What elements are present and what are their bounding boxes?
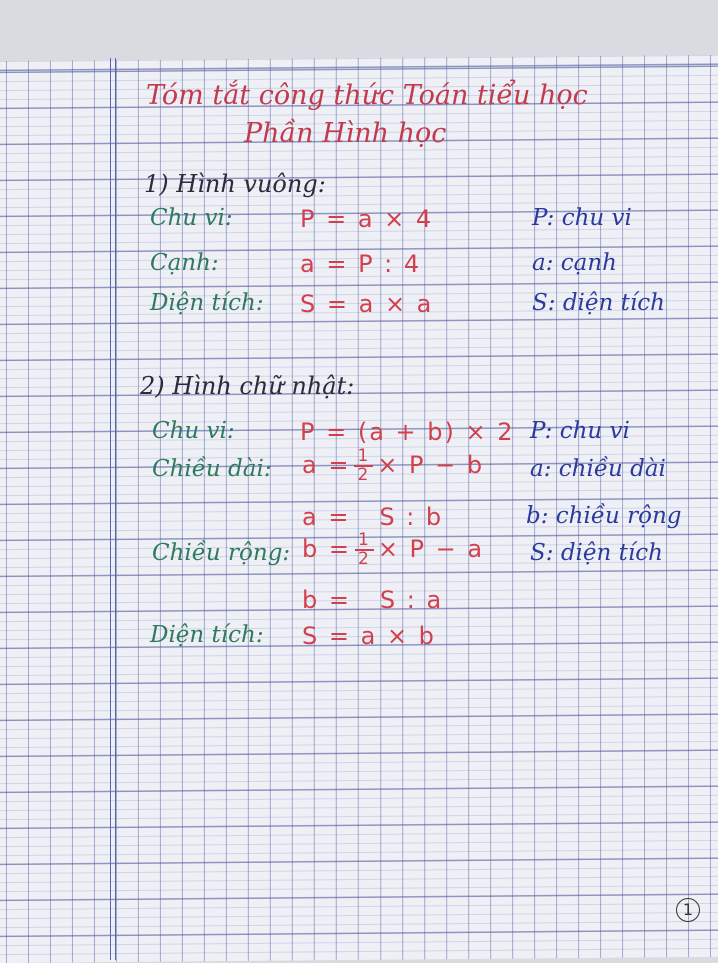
label: Cạnh: <box>150 250 219 276</box>
label: Diện tích: <box>150 290 264 316</box>
title-line-1: Tóm tắt công thức Toán tiểu học <box>146 80 588 111</box>
definition: P: chu vi <box>532 205 632 231</box>
definition: a: cạnh <box>532 250 617 276</box>
page-number: 1 <box>676 898 700 922</box>
formula: b = 1 2 × P − a <box>302 532 484 568</box>
label: Chiều rộng: <box>152 540 291 566</box>
section2-heading: 2) Hình chữ nhật: <box>140 372 355 400</box>
definition: S: diện tích <box>530 540 663 566</box>
formula-right: × P − b <box>377 451 485 479</box>
formula: S = a × b <box>302 622 436 650</box>
denominator: 2 <box>357 549 371 569</box>
formula: P = (a + b) × 2 <box>300 418 515 446</box>
definition: b: chiều rộng <box>526 503 682 529</box>
formula: P = a × 4 <box>300 205 434 233</box>
formula: a = P : 4 <box>300 250 422 278</box>
section1-heading: 1) Hình vuông: <box>144 170 326 198</box>
definition: P: chu vi <box>530 418 630 444</box>
formula: a = S : b <box>302 503 444 531</box>
denominator: 2 <box>357 465 371 485</box>
label: Diện tích: <box>150 622 264 648</box>
formula: b = S : a <box>302 586 444 614</box>
formula-left: a = <box>302 451 351 479</box>
definition: S: diện tích <box>532 290 665 316</box>
title-line-2: Phần Hình học <box>244 118 447 149</box>
formula: a = 1 2 × P − b <box>302 448 484 484</box>
formula: S = a × a <box>300 290 434 318</box>
numerator: 1 <box>354 448 374 467</box>
margin-line <box>110 58 116 960</box>
definition: a: chiều dài <box>530 456 666 482</box>
label: Chu vi: <box>150 205 233 231</box>
formula-left: b = <box>302 535 351 563</box>
numerator: 1 <box>354 532 374 551</box>
formula-right: × P − a <box>377 535 485 563</box>
label: Chu vi: <box>152 418 235 444</box>
label: Chiều dài: <box>152 456 272 482</box>
